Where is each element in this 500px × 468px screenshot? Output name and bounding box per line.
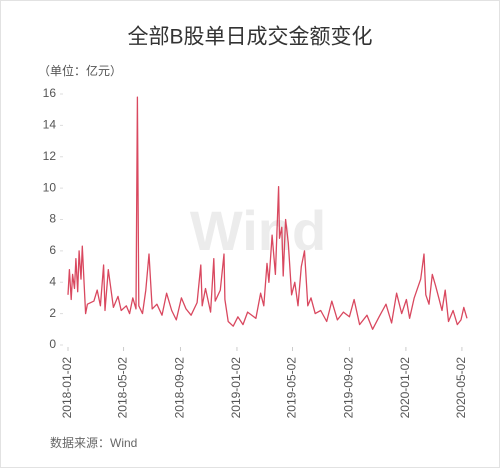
watermark: Wind <box>190 199 326 262</box>
y-tick-label: 16 <box>43 86 57 100</box>
x-tick-label: 2018-05-02 <box>116 357 130 419</box>
x-tick-label: 2019-01-02 <box>229 357 243 419</box>
x-tick-label: 2019-05-02 <box>285 357 299 419</box>
x-tick-label: 2020-05-02 <box>454 357 468 419</box>
x-tick-label: 2018-09-02 <box>173 357 187 419</box>
source: 数据来源：Wind <box>50 435 137 450</box>
y-tick-label: 8 <box>49 212 56 226</box>
y-tick-label: 4 <box>49 274 56 288</box>
x-tick-label: 2020-01-02 <box>398 357 412 419</box>
y-tick-label: 10 <box>43 180 57 194</box>
y-tick-label: 6 <box>49 243 56 257</box>
y-tick-label: 0 <box>49 337 56 351</box>
y-tick-label: 12 <box>43 149 57 163</box>
chart-title: 全部B股单日成交金额变化 <box>127 26 372 49</box>
line <box>67 96 468 330</box>
y-tick-label: 14 <box>43 118 57 132</box>
x-tick-label: 2019-09-02 <box>342 357 356 419</box>
x-tick-label: 2018-01-02 <box>60 357 74 419</box>
y-tick-label: 2 <box>49 306 56 320</box>
y-axis-label: （单位：亿元） <box>38 63 122 78</box>
